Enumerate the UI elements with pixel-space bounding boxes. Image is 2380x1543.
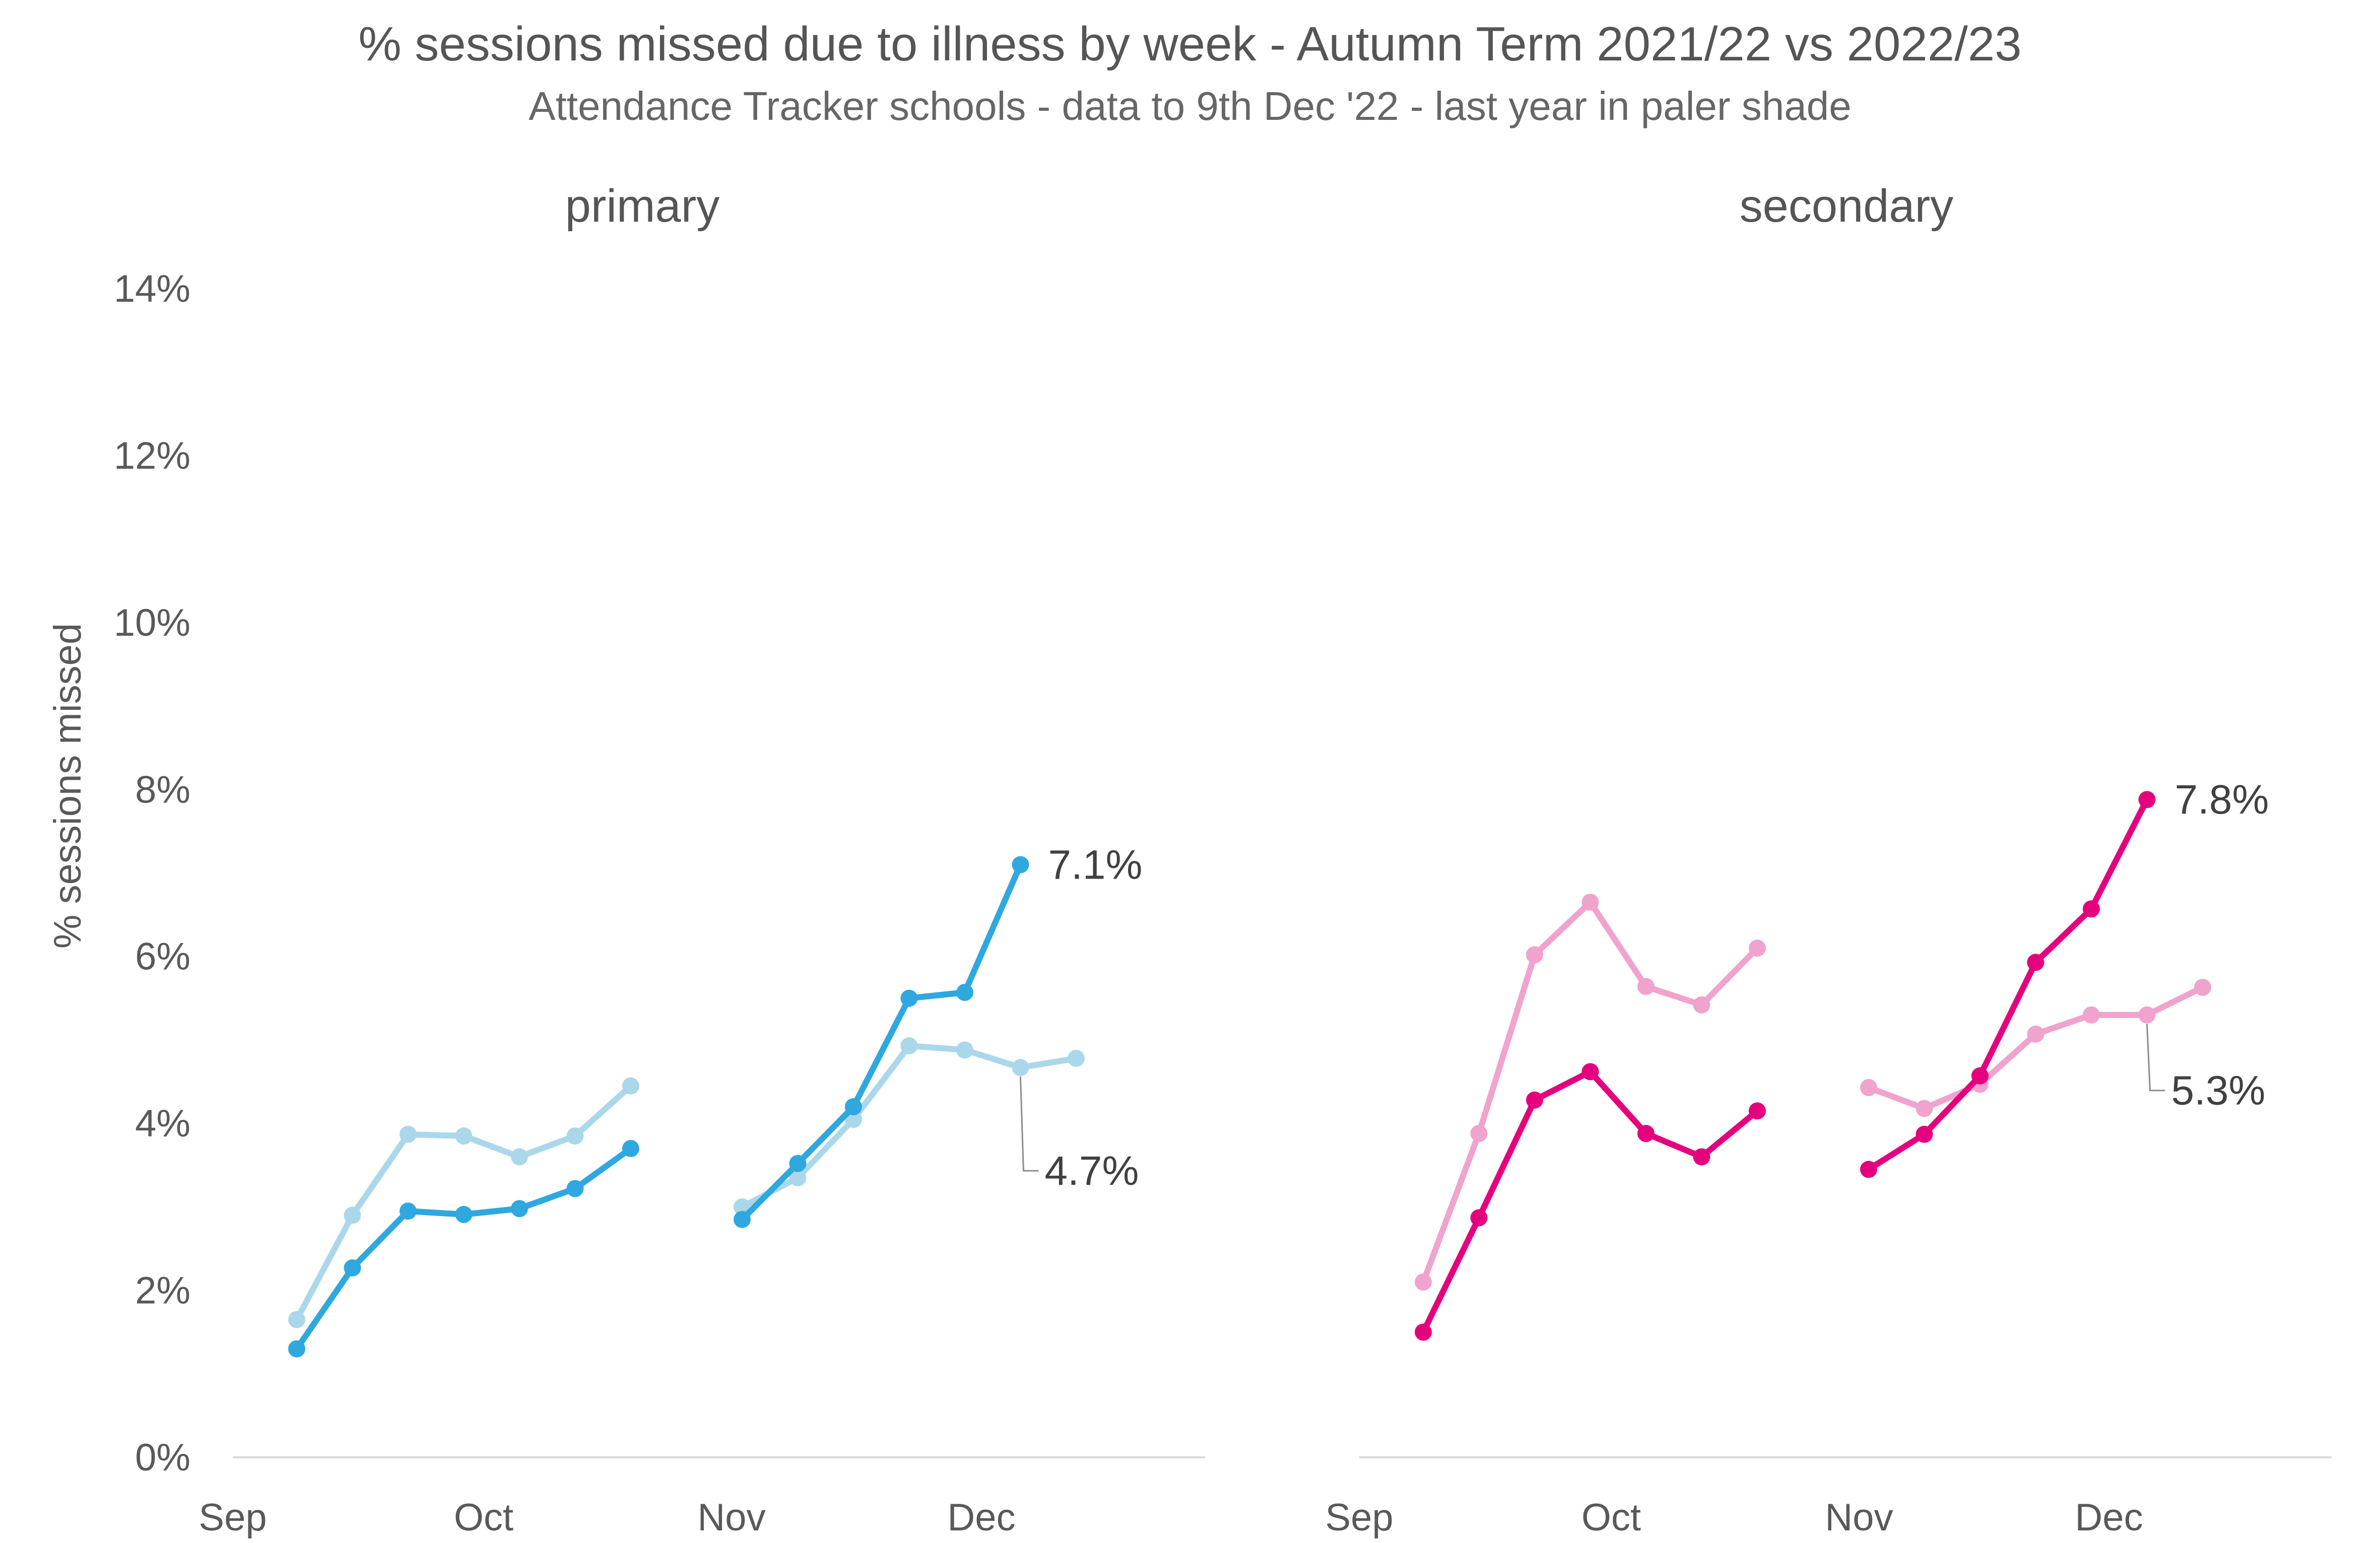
secondary-this-year-point [1470,1209,1488,1227]
primary-last-year-point [622,1077,639,1095]
secondary-x-tick-label: Nov [1825,1496,1893,1539]
primary-x-tick-label: Sep [199,1496,267,1539]
y-tick-label: 6% [135,935,190,978]
primary-this-year-point [511,1200,528,1218]
y-axis-label: % sessions missed [46,623,89,949]
primary-this-year-point [789,1155,807,1172]
primary-x-tick-label: Nov [697,1496,765,1539]
primary-last-year-point [1068,1049,1085,1067]
secondary-x-tick-label: Oct [1581,1496,1641,1539]
primary-this-year-point [734,1211,751,1228]
secondary-last-year-point [2083,1006,2100,1024]
secondary-last-year-point [1526,946,1543,964]
primary-last-year-point [789,1169,807,1186]
primary-this-year-point [288,1340,305,1358]
primary-this-year-point [845,1098,862,1115]
secondary-this-year-point [1526,1091,1543,1109]
primary-this-year-point [956,983,973,1001]
secondary-last-year-point [1637,978,1655,995]
secondary-this-year-point [1971,1067,1989,1085]
secondary-this-year-point [1581,1063,1599,1081]
secondary-last-year-point [2194,979,2211,996]
secondary-this-year-point [1915,1125,1933,1143]
y-tick-label: 12% [114,434,190,477]
secondary-last-year-point [2138,1006,2156,1024]
primary-last-year-end-label: 4.7% [1045,1148,1139,1194]
primary-last-year-point [900,1037,918,1055]
secondary-last-year-point [1415,1273,1432,1291]
primary-last-year-point [344,1206,361,1224]
primary-this-year-point [455,1205,473,1223]
secondary-this-year-point [1749,1102,1766,1120]
primary-last-year-point [455,1127,473,1145]
primary-last-year-point [956,1041,973,1059]
panel-title-secondary: secondary [1740,180,1953,232]
primary-this-year-line [739,861,1024,1223]
secondary-last-year-point [1749,940,1766,957]
chart-title: % sessions missed due to illness by week… [358,17,2021,71]
secondary-x-tick-label: Sep [1325,1496,1393,1539]
primary-last-year-line [294,1083,634,1323]
secondary-this-year-end-label: 7.8% [2175,777,2269,823]
secondary-last-year-point [1693,996,1710,1014]
secondary-this-year-point [2138,791,2156,809]
primary-last-year-label-leader [1020,1077,1039,1172]
primary-this-year-line [294,1145,634,1352]
y-tick-label: 10% [114,601,190,644]
secondary-this-year-point [2083,900,2100,918]
secondary-this-year-point [1860,1161,1877,1178]
primary-last-year-point [288,1311,305,1328]
secondary-this-year-point [1637,1125,1655,1143]
primary-this-year-point [566,1180,584,1197]
secondary-this-year-point [1415,1323,1432,1341]
primary-this-year-point [344,1259,361,1277]
secondary-last-year-end-label: 5.3% [2171,1068,2266,1114]
primary-this-year-end-label: 7.1% [1048,842,1143,888]
primary-this-year-point [622,1139,639,1157]
secondary-last-year-label-leader [2146,1024,2165,1092]
primary-this-year-point [900,989,918,1007]
primary-last-year-point [400,1125,417,1143]
secondary-last-year-point [1915,1100,1933,1117]
primary-last-year-point [511,1148,528,1166]
panel-title-primary: primary [565,180,720,232]
y-tick-label: 2% [135,1269,190,1312]
y-tick-label: 8% [135,768,190,811]
chart-subtitle: Attendance Tracker schools - data to 9th… [528,84,1852,128]
chart-marks: 0% 2% 4% 6% 8% 10% 12% 14% Sep Oct Nov Dec 4.7% 7.1% S… [114,267,2332,1539]
secondary-this-year-point [2027,954,2044,971]
primary-this-year-point [1012,856,1029,874]
primary-x-tick-label: Dec [947,1496,1015,1539]
secondary-last-year-point [1860,1079,1877,1096]
y-tick-label: 4% [135,1102,190,1145]
y-tick-label: 14% [114,267,190,310]
primary-last-year-point [1012,1059,1029,1077]
secondary-last-year-point [1470,1125,1488,1143]
primary-last-year-point [566,1127,584,1145]
secondary-this-year-line [1420,1068,1760,1335]
secondary-x-tick-label: Dec [2075,1496,2143,1539]
secondary-this-year-point [1693,1148,1710,1166]
secondary-last-year-point [1581,894,1599,911]
secondary-this-year-line [1866,796,2150,1173]
y-tick-label: 0% [135,1436,190,1479]
primary-x-tick-label: Oct [454,1496,513,1539]
primary-this-year-point [400,1202,417,1220]
secondary-last-year-point [2027,1025,2044,1043]
